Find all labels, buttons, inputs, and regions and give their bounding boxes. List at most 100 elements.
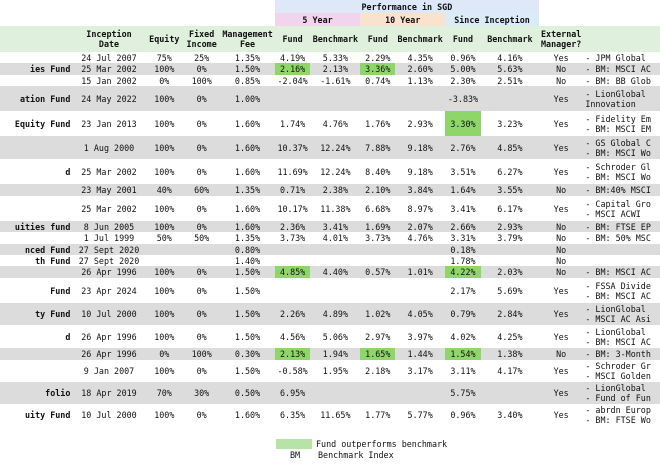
cell-fund-5y: 6.95% xyxy=(274,382,311,404)
cell-benchmark-10y: 3.84% xyxy=(395,184,446,196)
cell-notes: - Fidelity Em - BM: MSCI EM xyxy=(585,113,651,134)
cell-external-manager: Yes xyxy=(539,86,584,111)
cell-management-fee: 0.85% xyxy=(234,75,261,86)
cell-benchmark-since xyxy=(481,255,539,266)
cell-external-manager: No xyxy=(539,221,584,232)
cell-benchmark-since: 3.40% xyxy=(497,410,523,420)
cell-fund-10y: 7.88% xyxy=(360,136,396,159)
cell-equity: 100% xyxy=(145,86,183,111)
cell-fixed-income: 60% xyxy=(182,184,221,196)
cell-notes xyxy=(583,244,660,255)
cell-management-fee: 0.30% xyxy=(220,348,275,360)
period-since-inception: Since Inception xyxy=(445,13,539,26)
cell-fund-since: 3.11% xyxy=(450,366,476,376)
cell-equity: 75% xyxy=(156,52,172,63)
cell-benchmark-5y: 12.24% xyxy=(320,166,351,177)
cell-benchmark-5y: -1.61% xyxy=(320,75,351,86)
cell-equity: 100% xyxy=(154,366,175,376)
cell-equity xyxy=(146,255,183,266)
cell-fund-5y: -0.58% xyxy=(277,366,308,376)
cell-inception-date: 23 Apr 2024 xyxy=(81,285,137,296)
cell-external-manager: Yes xyxy=(553,166,569,177)
cell-benchmark-since: 6.17% xyxy=(497,203,523,214)
cell-benchmark-since: 2.51% xyxy=(497,75,523,86)
cell-equity: 0% xyxy=(145,348,183,360)
cell-equity: 100% xyxy=(145,221,183,232)
cell-fund-since: 0.79% xyxy=(445,303,481,325)
cell-benchmark-5y: 1.95% xyxy=(322,366,348,376)
cell-benchmark-since: 2.03% xyxy=(480,266,539,278)
cell-inception-date: 25 Mar 2002 xyxy=(81,166,137,177)
cell-fund-5y: 2.26% xyxy=(274,303,311,325)
cell-management-fee: 1.00% xyxy=(220,86,275,111)
cell-fund-10y xyxy=(360,255,395,266)
period-10-year: 10 Year xyxy=(360,13,446,26)
cell-fund-5y: 0.71% xyxy=(274,184,311,196)
cell-fund-since: -3.83% xyxy=(445,86,481,111)
cell-fixed-income: 0% xyxy=(182,86,221,111)
cell-external-manager: Yes xyxy=(539,136,584,159)
cell-fund-name: folio xyxy=(0,382,73,404)
cell-inception-date: 25 Mar 2002 xyxy=(81,203,137,214)
cell-fund-5y: 2.36% xyxy=(274,221,311,232)
cell-benchmark-since: 1.38% xyxy=(480,348,539,360)
cell-fixed-income: 25% xyxy=(194,52,210,63)
table-row: 23 May 2001 40% 60% 1.35% 0.71% 2.38% 2.10% 3.8… xyxy=(0,184,660,196)
cell-equity: 100% xyxy=(145,136,183,159)
table-row: d 26 Apr 1996 100% 0% 1.50% 4.56% 5.06% 2.97% 3.… xyxy=(0,325,660,348)
cell-fixed-income: 50% xyxy=(194,233,210,243)
cell-management-fee: 1.60% xyxy=(234,410,261,420)
cell-inception-date: 24 May 2022 xyxy=(72,86,146,111)
cell-notes: - LionGlobal Innovation xyxy=(583,86,660,111)
cell-benchmark-10y: 2.93% xyxy=(407,118,433,129)
cell-fund-name: ies Fund xyxy=(0,63,73,75)
cell-external-manager: Yes xyxy=(539,382,584,404)
cell-benchmark-5y: 4.01% xyxy=(322,233,348,243)
cell-benchmark-5y xyxy=(310,255,360,266)
cell-fund-name: d xyxy=(65,331,71,342)
cell-management-fee: 1.35% xyxy=(234,233,261,243)
cell-benchmark-10y: 3.97% xyxy=(407,331,433,342)
table-row: 1 Jul 1999 50% 50% 1.35% 3.73% 4.01% 3.73% 4.76… xyxy=(0,232,660,244)
cell-fund-name: d xyxy=(65,166,71,177)
cell-fund-10y xyxy=(360,244,396,255)
table-row: th Fund 27 Sept 2020 1.40% 1.78% No xyxy=(0,255,660,266)
cell-external-manager: Yes xyxy=(553,331,569,342)
cell-benchmark-since: 2.93% xyxy=(480,221,539,232)
cell-external-manager: No xyxy=(539,266,584,278)
cell-benchmark-since: 4.17% xyxy=(497,366,523,376)
cell-benchmark-10y: 9.18% xyxy=(407,166,433,177)
cell-benchmark-10y: 9.18% xyxy=(395,136,446,159)
cell-fund-since: 4.22% xyxy=(445,266,481,278)
cell-fund-name xyxy=(0,136,73,159)
cell-notes: - abrdn Europ - BM: FTSE Wo xyxy=(585,405,651,425)
cell-benchmark-10y: 8.97% xyxy=(407,203,433,214)
cell-benchmark-5y: 4.40% xyxy=(310,266,361,278)
cell-equity: 100% xyxy=(145,63,183,75)
cell-benchmark-5y: 2.38% xyxy=(310,184,361,196)
cell-fund-10y: 6.68% xyxy=(365,203,391,214)
cell-fund-since: 2.66% xyxy=(445,221,481,232)
cell-equity: 100% xyxy=(154,118,175,129)
cell-benchmark-10y xyxy=(395,255,445,266)
legend-highlight-label: Fund outperforms benchmark xyxy=(316,438,448,449)
cell-fund-10y: 1.69% xyxy=(360,221,396,232)
cell-management-fee: 1.40% xyxy=(234,255,261,266)
cell-fund-since: 3.30% xyxy=(445,111,481,136)
cell-management-fee: 1.50% xyxy=(234,366,261,376)
cell-equity: 100% xyxy=(154,410,175,420)
cell-fund-name xyxy=(0,75,72,86)
cell-equity xyxy=(145,244,183,255)
cell-external-manager: Yes xyxy=(553,203,569,214)
cell-external-manager: Yes xyxy=(553,366,569,376)
col-benchmark-5y: Benchmark xyxy=(310,26,361,52)
cell-benchmark-5y: 1.94% xyxy=(310,348,361,360)
col-equity: Equity xyxy=(145,26,183,52)
cell-equity: 0% xyxy=(159,75,170,86)
table-row: 26 Apr 1996 0% 100% 0.30% 2.13% 1.94% 1.65% 1.4… xyxy=(0,348,660,360)
cell-equity: 100% xyxy=(145,266,183,278)
cell-fund-10y: 0.74% xyxy=(365,75,391,86)
cell-benchmark-10y: 1.13% xyxy=(407,75,433,86)
cell-fund-since: 2.30% xyxy=(450,75,476,86)
cell-fund-name: Fund xyxy=(50,285,71,296)
